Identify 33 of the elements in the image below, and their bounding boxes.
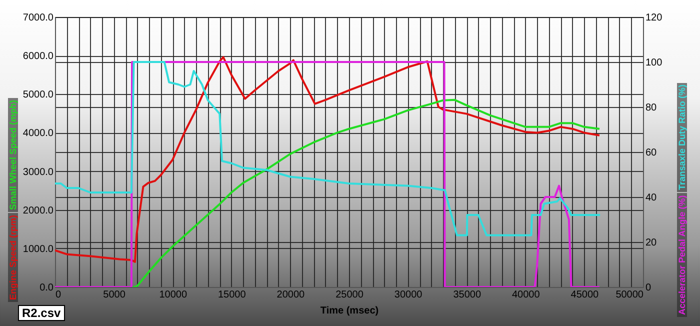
text: Transaxle Duty Ratio (%) (677, 82, 687, 192)
x-tick-label: 50000 (616, 290, 644, 300)
y-tick-label: 3000.0 (22, 166, 54, 178)
text: Accelerator Pedal Angle (%) (677, 193, 687, 318)
y-tick-label: 1000.0 (22, 244, 54, 255)
x-tick-label: 35000 (453, 290, 482, 300)
x-tick-label: 40000 (512, 290, 540, 300)
y-tick-label: 4000.0 (22, 128, 54, 140)
y-tick-label: 7000.0 (22, 12, 54, 24)
y2-tick-label: 20 (646, 238, 658, 248)
y2-tick-label: 80 (646, 102, 658, 114)
x-tick-label: 10000 (159, 290, 188, 300)
x-tick-label: 5000 (103, 290, 126, 300)
y-tick-label: 5000.0 (22, 90, 54, 101)
y2-tick-label: 100 (646, 58, 663, 68)
y2-tick-label: 60 (646, 148, 658, 158)
y2-tick-label: 40 (646, 192, 658, 204)
x-tick-label: 45000 (570, 290, 600, 300)
y-tick-label: 6000.0 (22, 51, 54, 62)
x-tick-label: 0 (56, 290, 62, 300)
y2-tick-label: 120 (646, 12, 663, 24)
x-tick-label: 25000 (336, 290, 364, 300)
y-tick-label: 0.0 (40, 282, 54, 294)
x-tick-label: 20000 (276, 290, 306, 300)
text: Small Wheel Speed (mph) (8, 98, 18, 212)
y-tick-label: 2000.0 (22, 205, 54, 216)
x-tick-label: 30000 (394, 290, 423, 300)
y2-tick-label: 0 (646, 282, 652, 294)
x-axis-title: Time (msec) (320, 306, 379, 316)
text: R2.csv (18, 305, 65, 321)
x-tick-label: 15000 (218, 290, 246, 300)
text: Engine Speed (rpm) (8, 213, 18, 302)
line-series (55, 61, 602, 236)
